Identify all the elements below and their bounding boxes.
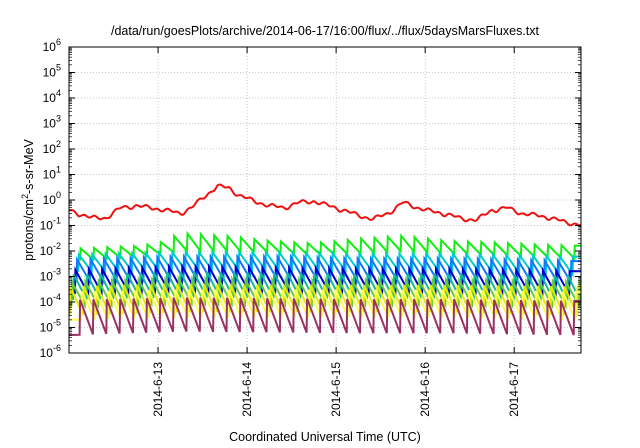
y-tick-label: 10-1 [40, 216, 61, 233]
y-tick-label: 105 [43, 63, 61, 80]
y-axis-title-rest: -s-sr-MeV [22, 138, 36, 194]
y-tick-label: 102 [43, 139, 61, 156]
series-line [70, 275, 581, 310]
y-tick-label: 10-4 [40, 292, 61, 309]
x-axis-title: Coordinated Universal Time (UTC) [229, 430, 421, 444]
y-axis-title-sup: 2 [20, 194, 30, 199]
y-tick-label: 104 [43, 88, 61, 105]
x-tick-label: 2014-6-13 [151, 362, 165, 417]
y-tick-label: 10-3 [40, 267, 61, 284]
y-tick-label: 100 [43, 190, 61, 207]
x-tick-label: 2014-6-15 [329, 362, 343, 417]
y-axis: 10-6 10-5 10-4 10-3 10-2 10-1 100 101 102 103 104 1… [40, 37, 581, 360]
y-tick-label: 101 [43, 165, 61, 182]
y-tick-label: 10-6 [40, 343, 61, 360]
x-axis: 2014-6-13 2014-6-14 2014-6-15 2014-6-16 2014… [151, 47, 521, 417]
series-line [72, 271, 581, 303]
x-tick-label: 2014-6-14 [240, 362, 254, 417]
series-layer [69, 183, 581, 337]
x-tick-label: 2014-6-17 [507, 362, 521, 417]
chart-title: /data/run/goesPlots/archive/2014-06-17/1… [111, 24, 540, 38]
y-axis-title: protons/cm2-s-sr-MeV [20, 138, 36, 260]
y-tick-label: 103 [43, 114, 61, 131]
y-axis-title-base: protons/cm [22, 199, 36, 261]
x-tick-label: 2014-6-16 [418, 362, 432, 417]
y-tick-label: 106 [43, 37, 61, 54]
series-line [69, 283, 581, 316]
y-tick-label: 10-2 [40, 241, 61, 258]
series-line [69, 297, 581, 337]
series-line [69, 183, 581, 227]
y-tick-label: 10-5 [40, 318, 61, 335]
